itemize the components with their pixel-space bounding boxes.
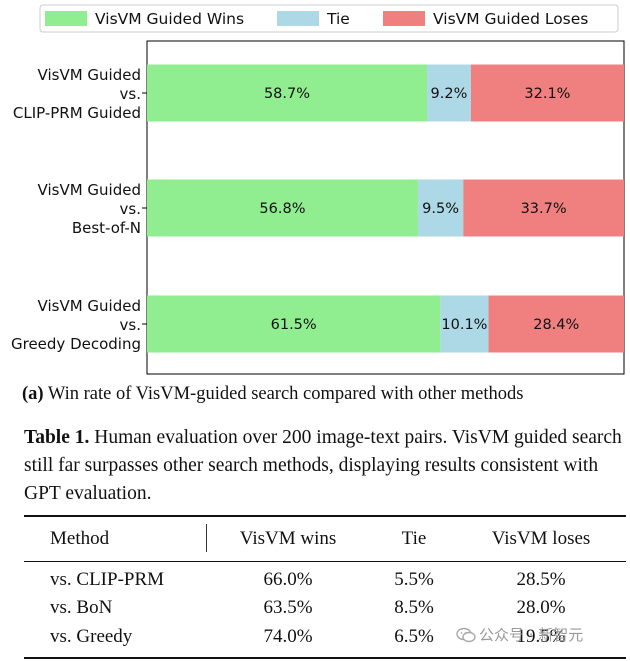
bar-label-0-0: 58.7% [264, 86, 310, 102]
bar-0-1 [426, 64, 471, 122]
table-bottom-rule [24, 657, 626, 659]
table-caption: Table 1. Human evaluation over 200 image… [24, 424, 628, 508]
table-header-tie: Tie [401, 528, 427, 549]
table-caption-label: Table 1. [24, 427, 90, 448]
stacked-bar-chart: VisVM Guided Wins Tie VisVM Guided Loses 5… [11, 4, 625, 375]
table-header-method: Method [50, 528, 110, 549]
bar-label-0-2: 32.1% [524, 86, 570, 102]
table-row-1-method: vs. BoN [50, 597, 113, 618]
bar-label-1-2: 33.7% [521, 201, 567, 217]
y-label-1-2: Best-of-N [72, 219, 141, 237]
table-row-1-wins: 63.5% [263, 597, 313, 618]
legend-label-0: VisVM Guided Wins [95, 10, 244, 28]
bar-label-2-2: 28.4% [533, 317, 579, 333]
figure-caption-label: (a) [22, 384, 44, 404]
bar-label-1-1: 9.5% [422, 201, 459, 217]
figure-caption-text: Win rate of VisVM-guided search compared… [43, 384, 524, 404]
table-header-rule [24, 561, 626, 562]
bar-1-1 [417, 179, 464, 237]
legend: VisVM Guided Wins Tie VisVM Guided Loses [39, 4, 619, 33]
y-label-0-1: vs. [120, 85, 141, 103]
table-row-2-tie: 6.5% [394, 626, 434, 647]
table-row-1-loses: 28.0% [516, 597, 566, 618]
table-column-separator [206, 524, 207, 552]
bar-2-1 [440, 295, 489, 353]
legend-label-1: Tie [326, 10, 350, 28]
y-label-2-0: VisVM Guided [38, 297, 141, 315]
legend-swatch-1 [277, 11, 319, 26]
table-row-2-wins: 74.0% [263, 626, 313, 647]
legend-label-2: VisVM Guided Loses [433, 10, 588, 28]
bar-2-0 [147, 295, 441, 353]
table-row-0-loses: 28.5% [516, 569, 566, 590]
y-label-0-2: CLIP-PRM Guided [13, 104, 141, 122]
y-label-1-1: vs. [120, 200, 141, 218]
table-header-wins: VisVM wins [239, 528, 337, 549]
table-row-0-wins: 66.0% [263, 569, 313, 590]
bar-0-2 [470, 64, 624, 122]
table-header-loses: VisVM loses [491, 528, 591, 549]
table-caption-text: Human evaluation over 200 image-text pai… [24, 427, 622, 504]
table-row-2-loses: 19.5% [516, 626, 566, 647]
table-row-0-tie: 5.5% [394, 569, 434, 590]
y-label-1-0: VisVM Guided [38, 181, 141, 199]
bar-label-1-0: 56.8% [259, 201, 305, 217]
wechat-icon [456, 627, 476, 643]
bar-0-0 [147, 64, 427, 122]
y-label-0-0: VisVM Guided [38, 66, 141, 84]
table-row-0-method: vs. CLIP-PRM [50, 569, 165, 590]
bar-label-2-1: 10.1% [441, 317, 487, 333]
bar-2-2 [488, 295, 624, 353]
bar-label-2-0: 61.5% [271, 317, 317, 333]
watermark-text: 公众号 · 新智元 [479, 626, 584, 644]
watermark: 公众号 · 新智元 [456, 624, 583, 645]
legend-swatch-2 [383, 11, 425, 26]
bars-group: 58.7% 9.2% 32.1% 56.8% 9.5% 33.7% 61.5% 10.1% 28… [147, 64, 624, 353]
y-label-2-1: vs. [120, 316, 141, 334]
table-row-1-tie: 8.5% [394, 597, 434, 618]
table-row-2-method: vs. Greedy [50, 626, 133, 647]
bar-label-0-1: 9.2% [431, 86, 468, 102]
legend-frame [39, 4, 619, 33]
table-top-rule [24, 515, 626, 517]
y-label-2-2: Greedy Decoding [11, 335, 141, 353]
legend-swatch-0 [45, 11, 87, 26]
bar-1-2 [463, 179, 624, 237]
figure-caption: (a) Win rate of VisVM-guided search comp… [22, 384, 523, 405]
bar-1-0 [147, 179, 418, 237]
